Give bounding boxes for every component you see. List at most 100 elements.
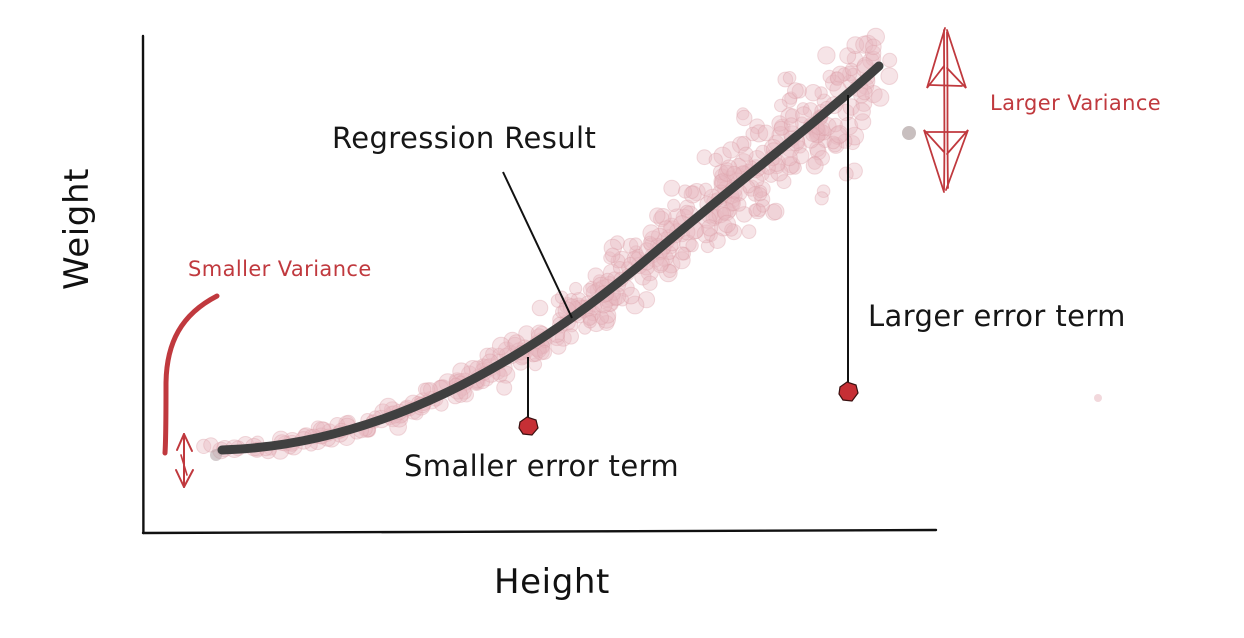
scatter-point [754,181,771,197]
scatter-point [796,102,810,116]
scatter-point [735,206,753,223]
scatter-point [757,124,775,142]
x-axis-line [141,528,938,535]
scatter-point [642,224,660,242]
scatter-point [780,156,800,176]
scatter-point [537,344,552,360]
scatter-point [842,65,858,82]
scatter-point [609,292,623,307]
scatter-point [723,170,738,184]
scatter-point [1094,394,1102,402]
scatter-point [578,321,592,335]
scatter-point [817,46,836,65]
scatter-point [792,147,810,165]
scatter-point [770,163,789,182]
scatter-point [809,140,826,157]
scatter-point [717,202,736,221]
scatter-points [196,27,1102,461]
scatter-point [858,34,878,54]
scatter-point [555,305,568,319]
scatter-point [902,126,916,140]
scatter-point [698,182,713,197]
scatter-point [716,200,735,219]
scatter-point [719,162,735,178]
scatter-point [714,172,732,191]
regression-curve [217,61,884,455]
scatter-point [816,184,831,198]
scatter-point [785,108,800,123]
scatter-point [708,152,723,168]
scatter-point [742,179,760,197]
scatter-point [610,253,626,269]
scatter-point [679,204,694,219]
scatter-point [685,238,699,253]
scatter-point [852,102,871,121]
scatter-point [855,35,874,54]
scatter-point [845,135,861,151]
scatter-point [814,86,828,100]
scatter-point [518,325,535,343]
scatter-point [662,255,681,274]
scatter-point [599,306,617,324]
scatter-point [810,127,826,143]
scatter-point [701,219,719,237]
scatter-point [738,146,754,162]
scatter-point [677,246,692,261]
scatter-point [812,123,830,141]
scatter-point [808,126,826,144]
scatter-point [725,223,743,241]
scatter-point [615,292,630,307]
scatter-point [837,67,852,82]
scatter-point [749,202,766,220]
scatter-point [882,52,898,68]
scatter-point [496,379,513,396]
scatter-point [718,164,736,182]
scatter-point [726,196,741,212]
scatter-point [640,262,660,282]
scatter-point [748,203,762,217]
scatter-point [815,121,831,137]
scatter-point [658,263,678,283]
scatter-point [679,234,697,253]
scatter-point [793,140,807,154]
scatter-point [791,83,807,99]
scatter-point [754,191,771,208]
larger-error-point [838,381,859,402]
scatter-point [714,168,730,184]
scatter-point [711,205,730,224]
scatter-point [764,168,779,183]
scatter-point [814,191,829,206]
scatter-point [837,103,855,122]
scatter-point [814,150,830,166]
scatter-point [732,197,747,212]
larger-variance-arrow [923,27,969,193]
scatter-point [734,153,754,173]
scatter-point [667,198,681,212]
scatter-point [687,183,706,202]
scatter-point [844,62,859,77]
scatter-point [846,36,865,54]
scatter-point [649,207,666,224]
scatter-point [696,224,716,244]
scatter-point [389,418,408,436]
scatter-point [749,118,765,135]
scatter-point [795,106,813,124]
x-axis-title: Height [494,562,610,602]
scatter-point [652,254,670,272]
larger-variance-label: Larger Variance [990,91,1161,115]
smaller-error-term [518,357,539,436]
scatter-point [582,282,597,297]
scatter-point [741,224,757,240]
scatter-point [594,310,609,325]
scatter-point [629,245,643,259]
scatter-point [773,120,789,136]
scatter-point [634,268,652,286]
scatter-point [491,336,511,356]
scatter-point [672,251,691,270]
scatter-point [598,315,615,331]
scatter-point [654,208,672,226]
scatter-point [717,206,732,221]
scatter-point [845,126,865,146]
scatter-point [736,109,753,127]
scatter-point [767,202,785,221]
